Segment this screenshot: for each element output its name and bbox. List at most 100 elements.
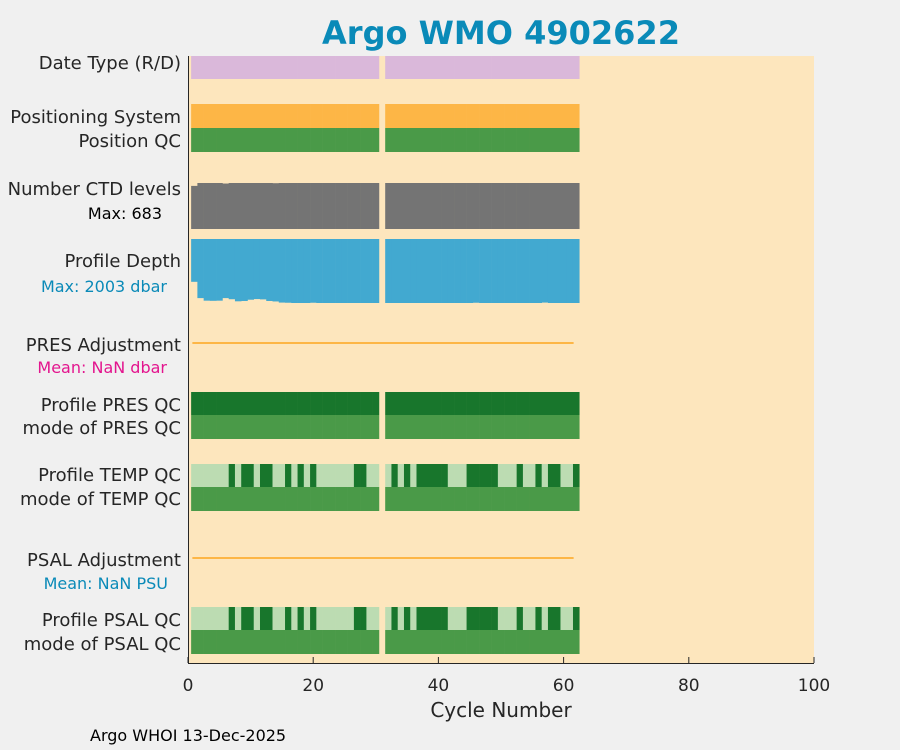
profile_temp_qc-qc-58: [547, 464, 555, 487]
profile_depth-bar-48: [485, 239, 492, 303]
profile_temp_qc-qc-62: [572, 464, 580, 487]
profile_depth-bar-12: [259, 239, 267, 300]
profile_depth-bar-13: [266, 239, 273, 301]
profile_depth-bar-34: [397, 239, 405, 303]
positioning-bar-29: [366, 104, 373, 128]
positioning-bar-62: [572, 104, 580, 128]
position_qc-bar-50: [497, 128, 505, 152]
positioning-bar-54: [522, 104, 530, 128]
profile_depth-bar-25: [341, 239, 348, 303]
position_qc-bar-10: [247, 128, 255, 152]
profile_depth-bar-56: [535, 239, 542, 303]
mode_pres_qc-bar-1: [191, 415, 198, 439]
position_qc-bar-38: [422, 128, 430, 152]
mode_temp_qc-bar-55: [529, 487, 536, 511]
date_type-bar-5: [216, 56, 223, 79]
date_type-bar-20: [310, 56, 317, 79]
profile_psal_qc-qc-33: [391, 607, 399, 630]
positioning-bar-27: [353, 104, 361, 128]
mode_pres_qc-bar-20: [310, 415, 317, 439]
positioning-bar-12: [259, 104, 267, 128]
mode_pres_qc-bar-58: [547, 415, 555, 439]
profile_psal_qc-qc-53: [516, 607, 524, 630]
date_type-bar-43: [454, 56, 461, 79]
profile_temp_qc-qc-38: [422, 464, 430, 487]
profile_psal_qc-qc-14: [272, 607, 280, 630]
mode_pres_qc-bar-35: [403, 415, 411, 439]
profile_psal_qc-qc-47: [479, 607, 486, 630]
position_qc-bar-4: [209, 128, 217, 152]
position_qc-bar-51: [504, 128, 511, 152]
position_qc-bar-62: [572, 128, 580, 152]
ctd_levels-bar-39: [429, 183, 436, 229]
mode_pres_qc-bar-10: [247, 415, 255, 439]
profile_temp_qc-qc-16: [285, 464, 292, 487]
profile_depth-bar-59: [554, 239, 561, 303]
sublabel-pres_adj: Mean: NaN dbar: [37, 358, 167, 377]
profile_temp_qc-qc-15: [278, 464, 286, 487]
profile_temp_qc-qc-17: [291, 464, 298, 487]
ctd_levels-bar-32: [385, 183, 392, 229]
profile_pres_qc-bar-52: [510, 392, 517, 415]
profile_depth-bar-55: [529, 239, 536, 303]
positioning-bar-60: [560, 104, 568, 128]
profile_temp_qc-qc-59: [554, 464, 561, 487]
positioning-bar-48: [485, 104, 492, 128]
ctd_levels-bar-33: [391, 183, 399, 229]
ctd_levels-bar-18: [297, 183, 305, 229]
positioning-bar-46: [472, 104, 480, 128]
positioning-bar-42: [447, 104, 455, 128]
profile_pres_qc-bar-47: [479, 392, 486, 415]
profile_temp_qc-qc-22: [322, 464, 330, 487]
mode_psal_qc-bar-11: [253, 630, 261, 654]
profile_psal_qc-qc-25: [341, 607, 348, 630]
positioning-bar-20: [310, 104, 317, 128]
profile_temp_qc-qc-49: [491, 464, 499, 487]
mode_psal_qc-bar-34: [397, 630, 405, 654]
positioning-bar-53: [516, 104, 524, 128]
profile_temp_qc-qc-35: [403, 464, 411, 487]
profile_pres_qc-bar-15: [278, 392, 286, 415]
profile_depth-bar-24: [335, 239, 342, 303]
mode_psal_qc-bar-21: [316, 630, 323, 654]
mode_pres_qc-bar-41: [441, 415, 449, 439]
ctd_levels-bar-6: [222, 183, 229, 229]
profile_pres_qc-bar-4: [209, 392, 217, 415]
profile_temp_qc-qc-37: [416, 464, 424, 487]
profile_psal_qc-qc-27: [353, 607, 361, 630]
positioning-bar-16: [285, 104, 292, 128]
position_qc-bar-2: [197, 128, 204, 152]
profile_pres_qc-bar-61: [566, 392, 574, 415]
profile_pres_qc-bar-28: [360, 392, 367, 415]
profile_depth-bar-35: [403, 239, 411, 303]
mode_psal_qc-bar-29: [366, 630, 373, 654]
ctd_levels-bar-38: [422, 183, 430, 229]
date_type-bar-27: [353, 56, 361, 79]
label-positioning: Positioning System: [10, 107, 181, 128]
profile_depth-bar-22: [322, 239, 330, 303]
profile_pres_qc-bar-56: [535, 392, 542, 415]
ctd_levels-bar-57: [541, 183, 549, 229]
mode_psal_qc-bar-60: [560, 630, 568, 654]
profile_psal_qc-qc-61: [566, 607, 574, 630]
profile_pres_qc-bar-29: [366, 392, 373, 415]
profile_depth-bar-7: [228, 239, 236, 300]
mode_psal_qc-bar-12: [259, 630, 267, 654]
date_type-bar-19: [303, 56, 311, 79]
label-mode_pres_qc: mode of PRES QC: [23, 418, 181, 439]
mode_temp_qc-bar-24: [335, 487, 342, 511]
profile_pres_qc-bar-48: [485, 392, 492, 415]
ctd_levels-bar-46: [472, 183, 480, 229]
mode_temp_qc-bar-39: [429, 487, 436, 511]
profile_pres_qc-bar-39: [429, 392, 436, 415]
position_qc-bar-36: [410, 128, 417, 152]
mode_psal_qc-bar-41: [441, 630, 449, 654]
profile_pres_qc-bar-27: [353, 392, 361, 415]
mode_pres_qc-bar-3: [203, 415, 211, 439]
positioning-bar-45: [466, 104, 474, 128]
profile_temp_qc-qc-11: [253, 464, 261, 487]
profile_psal_qc-qc-22: [322, 607, 330, 630]
profile_temp_qc-qc-52: [510, 464, 517, 487]
profile_depth-bar-39: [429, 239, 436, 303]
position_qc-bar-5: [216, 128, 223, 152]
